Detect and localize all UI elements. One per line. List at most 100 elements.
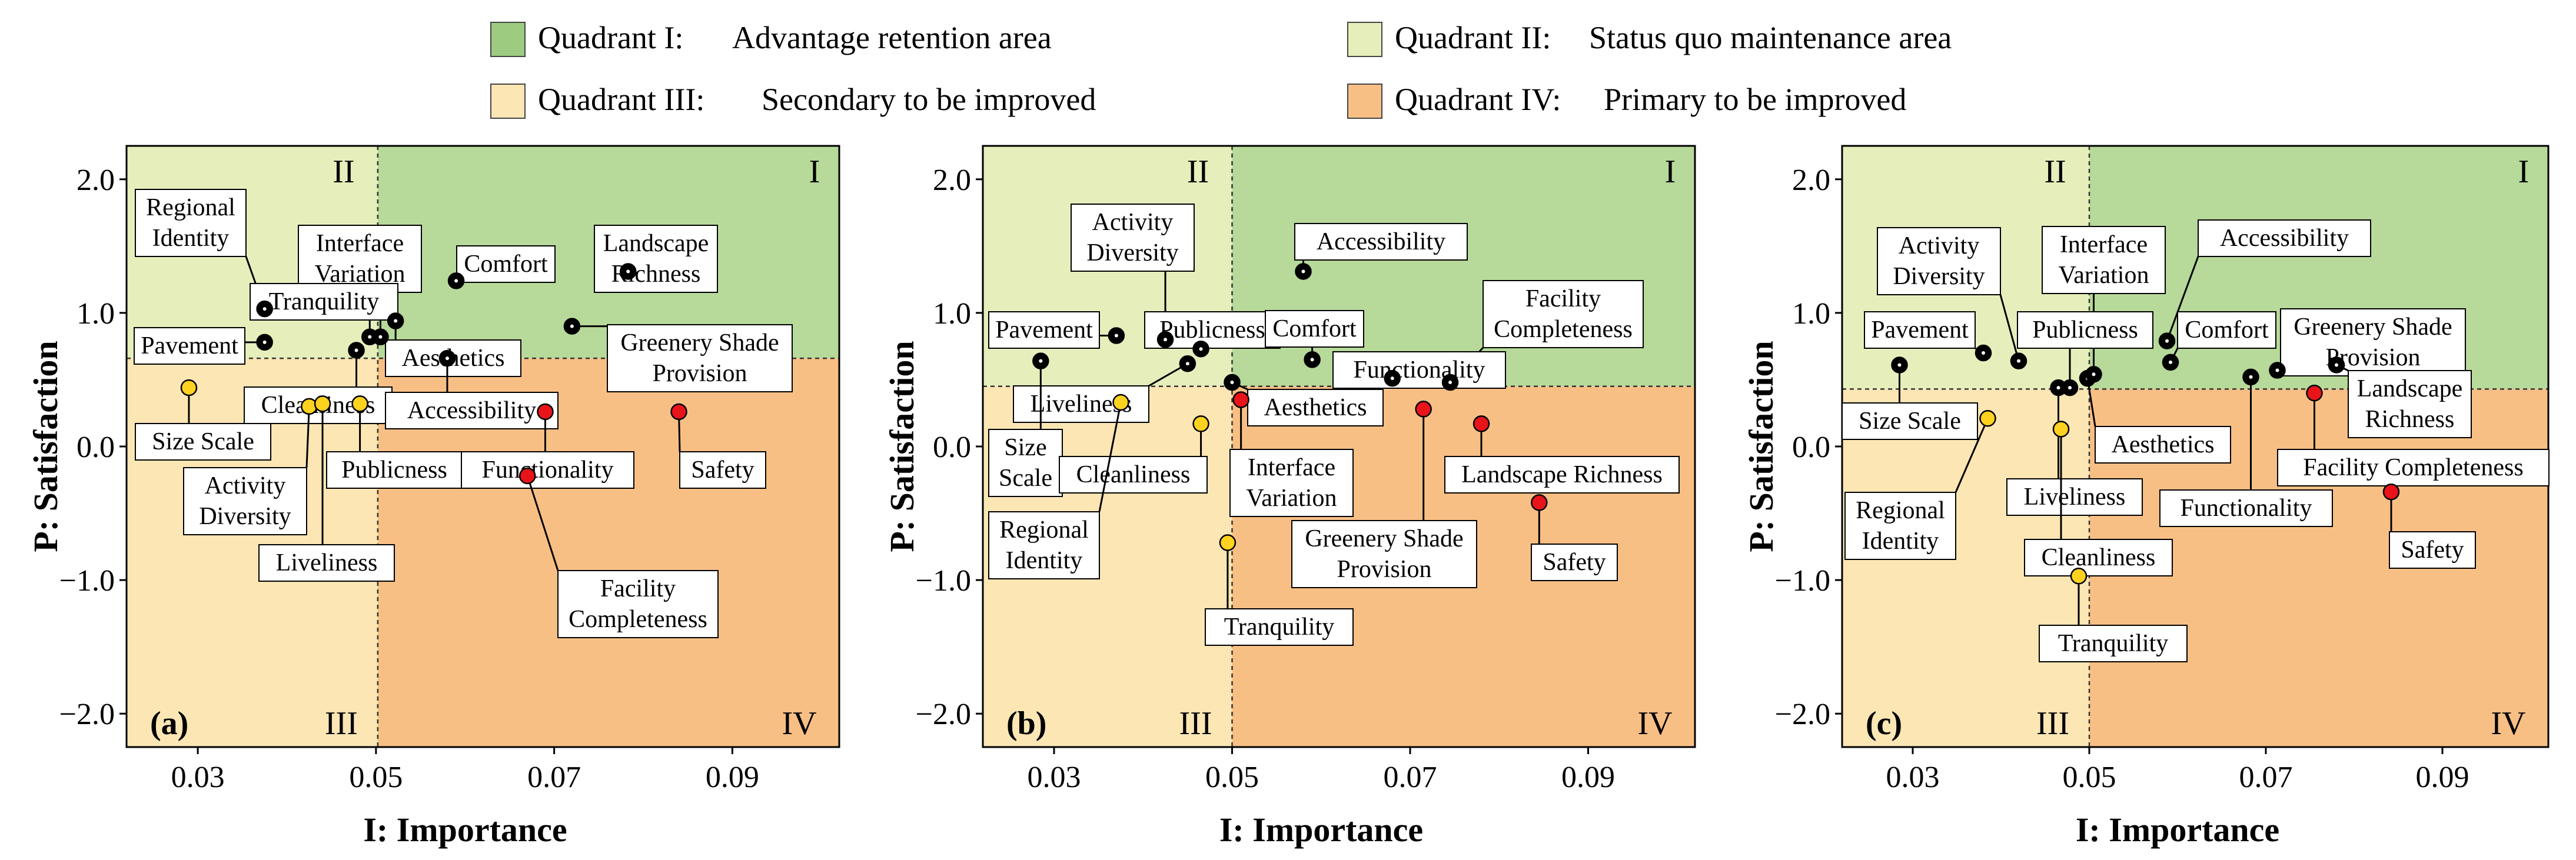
point-publicness (351, 395, 368, 412)
label-text: Accessibility (1317, 228, 1445, 255)
point-center (354, 348, 358, 352)
quadrant-label-3: III (1179, 705, 1212, 742)
label-text: Tranquility (1224, 614, 1334, 641)
y-axis-title: P: Satisfaction (1742, 341, 1780, 552)
point-center (262, 340, 267, 344)
label-text: Publicness (1159, 316, 1265, 344)
label-tranquility: Tranquility (2039, 576, 2188, 662)
label-accessibility: Accessibility (385, 358, 559, 429)
y-tick-label: −1.0 (916, 564, 971, 598)
label-interface-variation: Interface Variation (2042, 226, 2166, 375)
label-accessibility: Accessibility (2166, 219, 2371, 342)
label-functionality: Functionality (1332, 351, 1506, 389)
quadrant-label-4: IV (1637, 705, 1672, 742)
point-center (445, 356, 449, 361)
point-center (1310, 358, 1314, 362)
legend-quadrant-desc: Status quo maintenance area (1589, 20, 1952, 55)
label-liveliness: Liveliness (2006, 388, 2143, 516)
label-box (2017, 311, 2153, 349)
point-center (626, 269, 630, 274)
label-text: Facility Completeness (2303, 454, 2523, 481)
y-tick-label: 2.0 (933, 164, 971, 197)
legend-item-3: Quadrant III: Secondary to be improved (490, 82, 1096, 119)
label-text: Landscape Richness (1461, 461, 1663, 488)
label-box (1877, 227, 2001, 295)
label-box (2039, 625, 2188, 662)
point-center (1164, 338, 1168, 342)
label-box (2042, 226, 2166, 294)
point-labels: Activity Diversity Pavement Publicness Acces… (988, 204, 1680, 646)
label-box (1531, 544, 1618, 581)
y-tick-label: 1.0 (77, 297, 115, 331)
label-box (2348, 370, 2472, 438)
points (1032, 263, 1548, 551)
label-cleanliness: Cleanliness (2024, 429, 2173, 576)
y-tick-label: −2.0 (59, 698, 115, 731)
label-box (2389, 531, 2476, 569)
y-tick-label: 1.0 (1792, 297, 1830, 331)
point-greenery-shade-provision (1415, 401, 1432, 418)
legend-swatch (1347, 84, 1382, 119)
x-tick-label: 0.05 (349, 761, 403, 794)
point-center (1039, 359, 1043, 363)
label-text: Completeness (1494, 316, 1633, 343)
point-center (1448, 380, 1452, 384)
legend-item-1: Quadrant I: Advantage retention area (490, 20, 1052, 57)
label-box (2280, 308, 2466, 376)
legend: Quadrant I: Advantage retention area Quadr… (490, 20, 1952, 119)
quadrant-label-2: II (2044, 154, 2066, 190)
point-center (1230, 380, 1234, 384)
label-box (1483, 280, 1644, 348)
label-greenery-shade-provision: Greenery Shade Provision (571, 324, 793, 392)
point-center (1114, 334, 1118, 338)
label-facility-completeness: Facility Completeness (1449, 280, 1644, 384)
leader-line (2166, 256, 2199, 342)
label-text: Greenery Shade (1305, 525, 1463, 552)
point-center (394, 319, 398, 323)
label-landscape-richness: Landscape Richness (1444, 424, 1680, 494)
point-tranquility (1219, 534, 1237, 551)
label-aesthetics: Aesthetics (2086, 378, 2231, 464)
x-tick-label: 0.07 (527, 761, 581, 794)
x-tick-label: 0.07 (1384, 761, 1437, 794)
label-text: Accessibility (2220, 225, 2349, 252)
label-box (258, 544, 395, 582)
label-pavement: Pavement (1864, 311, 1984, 354)
label-text: Safety (2401, 536, 2464, 564)
label-text: Aesthetics (1264, 394, 1367, 421)
label-box (2159, 489, 2333, 527)
point-center (2335, 363, 2338, 367)
label-text: Regional (999, 516, 1089, 544)
label-activity-diversity: Activity Diversity (183, 406, 310, 535)
label-box (1229, 449, 1354, 517)
label-tranquility: Tranquility (1205, 542, 1354, 646)
quadrant-label-1: I (2518, 154, 2530, 190)
point-center (262, 307, 267, 311)
legend-quadrant-desc: Advantage retention area (732, 20, 1052, 55)
label-box (988, 311, 1100, 349)
label-box (2198, 219, 2371, 257)
point-center (1199, 347, 1203, 351)
label-text: Activity (1092, 209, 1174, 236)
label-publicness: Publicness (2017, 311, 2153, 388)
label-text: Functionality (1354, 356, 1485, 384)
label-box (134, 327, 245, 365)
y-tick-label: −2.0 (1775, 698, 1830, 731)
point-size-scale (180, 379, 198, 396)
y-tick-label: 2.0 (1792, 164, 1830, 197)
label-aesthetics: Aesthetics (1231, 381, 1384, 426)
y-tick-label: 1.0 (933, 297, 971, 331)
label-text: Identity (1006, 547, 1083, 574)
label-box (1059, 456, 1208, 494)
label-box (594, 225, 718, 293)
label-text: Activity (1899, 232, 1980, 259)
label-box (2006, 478, 2143, 516)
y-tick-label: −1.0 (1775, 564, 1830, 598)
label-safety: Safety (1531, 502, 1618, 581)
label-box (1842, 402, 1978, 440)
label-comfort: Comfort (456, 245, 556, 283)
label-interface-variation: Interface Variation (1229, 399, 1354, 517)
label-text: Diversity (1893, 263, 1985, 290)
